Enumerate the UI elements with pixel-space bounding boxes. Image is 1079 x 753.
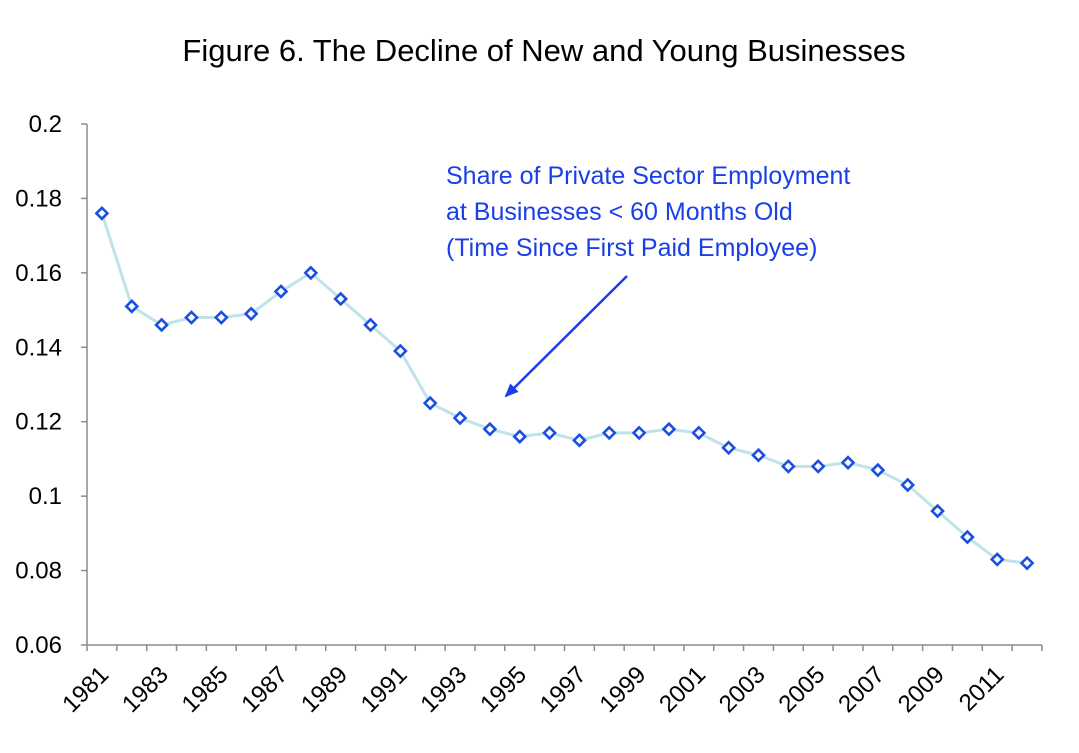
data-point: [363, 317, 378, 333]
data-point: [601, 425, 617, 441]
x-tick-label: 2001: [654, 661, 711, 718]
x-tick-label: 1993: [415, 661, 472, 718]
y-tick-label: 0.14: [15, 334, 62, 361]
annotation-arrow: [504, 275, 628, 398]
data-point: [512, 429, 528, 444]
data-point: [94, 205, 110, 221]
data-points: [94, 205, 1035, 571]
annotation-line-3: (Time Since First Paid Employee): [446, 234, 817, 262]
y-tick-label: 0.2: [29, 111, 62, 138]
y-axis: 0.06 0.08 0.1 0.12 0.14 0.16 0.18 0.2: [15, 111, 87, 659]
data-point: [780, 459, 796, 474]
data-point: [960, 529, 975, 545]
x-tick-label: 1981: [57, 661, 114, 718]
data-point: [393, 343, 408, 359]
data-point: [213, 310, 229, 325]
x-tick-label: 2005: [774, 661, 831, 718]
data-point: [542, 425, 557, 441]
x-tick-label: 1989: [296, 661, 353, 718]
annotation-line-1: Share of Private Sector Employment: [446, 162, 850, 190]
annotation-line-2: at Businesses < 60 Months Old: [446, 198, 793, 226]
y-tick-label: 0.16: [15, 260, 62, 287]
data-point: [572, 432, 587, 448]
y-tick-label: 0.12: [15, 409, 62, 436]
x-tick-label: 2009: [893, 661, 950, 718]
x-tick-label: 2007: [833, 661, 890, 718]
x-tick-label: 2011: [954, 661, 1010, 717]
data-point: [661, 421, 677, 437]
x-tick-label: 2003: [714, 661, 771, 718]
data-point: [184, 310, 199, 325]
data-point: [989, 552, 1005, 567]
y-tick-label: 0.1: [29, 483, 62, 510]
data-point: [303, 265, 319, 281]
x-tick-label: 1985: [177, 661, 234, 718]
data-point: [810, 459, 826, 474]
annotation: Share of Private Sector Employment at Bu…: [446, 162, 850, 398]
data-point: [930, 503, 945, 519]
data-point: [452, 410, 468, 426]
data-point: [243, 306, 259, 322]
chart-title: Figure 6. The Decline of New and Young B…: [182, 33, 905, 68]
data-point: [333, 291, 349, 307]
x-tick-label: 1987: [236, 661, 293, 718]
data-point: [273, 284, 289, 299]
y-tick-label: 0.06: [15, 632, 62, 659]
data-point: [422, 395, 438, 411]
data-point: [124, 299, 140, 314]
data-point: [631, 425, 647, 441]
data-point: [840, 455, 856, 470]
data-point: [154, 317, 169, 333]
data-point: [870, 462, 886, 478]
y-tick-label: 0.08: [15, 558, 62, 585]
x-tick-label: 1991: [356, 661, 413, 718]
data-point: [482, 421, 498, 437]
data-point: [900, 477, 916, 493]
x-tick-label: 1999: [595, 661, 652, 718]
data-point: [721, 440, 736, 456]
y-tick-label: 0.18: [15, 185, 62, 212]
x-axis: 1981 1983 1985 1987 1989 1991 1993 1995 1997 1999…: [57, 645, 1043, 718]
data-point: [751, 447, 766, 463]
x-tick-label: 1997: [535, 661, 592, 718]
data-point: [1019, 555, 1035, 571]
data-point: [691, 425, 707, 441]
x-tick-label: 1983: [117, 661, 174, 718]
series-line: [100, 212, 1028, 565]
x-tick-label: 1995: [475, 661, 532, 718]
